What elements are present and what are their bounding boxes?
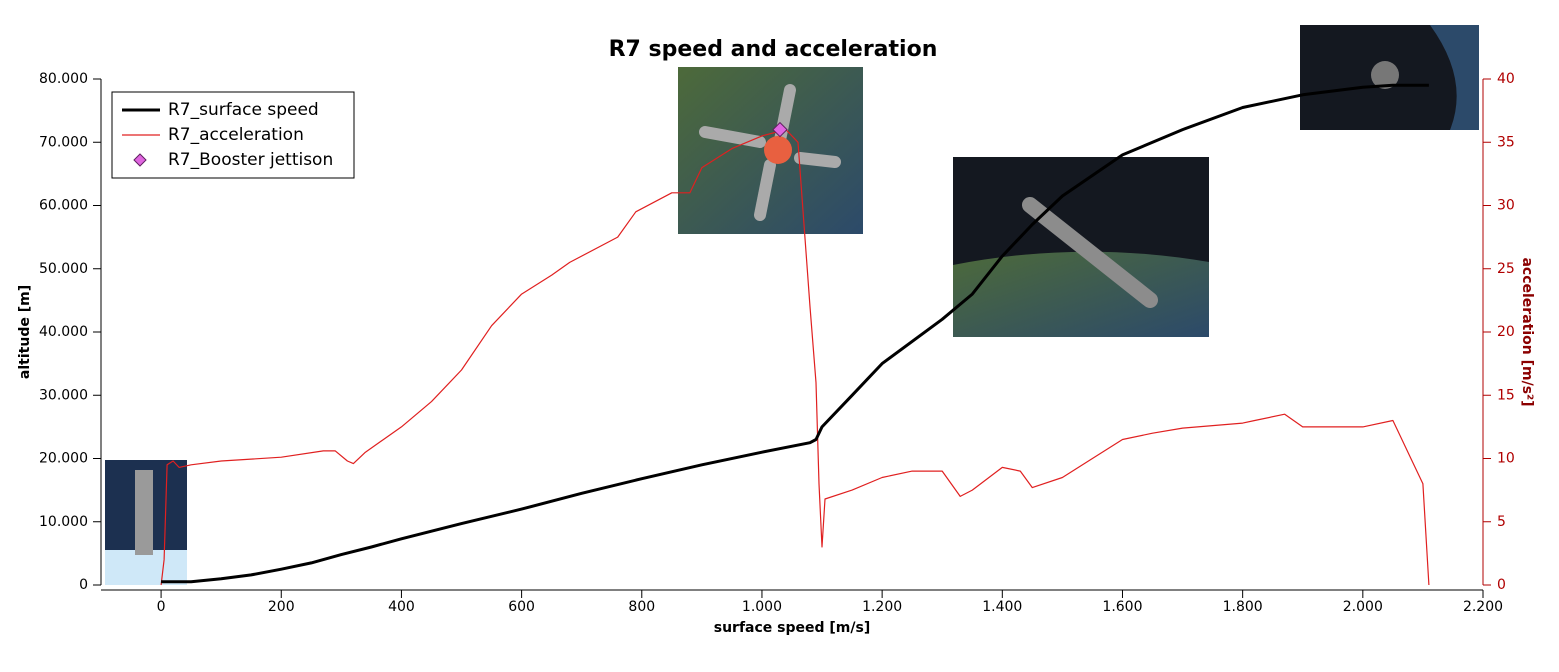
orbit-earth xyxy=(1430,25,1479,130)
x-tick-label: 200 xyxy=(268,599,295,615)
launch-rocket xyxy=(135,470,153,555)
y2-tick-label: 15 xyxy=(1497,387,1515,403)
x-tick-label: 1.800 xyxy=(1223,599,1263,615)
legend-label: R7_Booster jettison xyxy=(168,150,333,170)
y-tick-label: 20.000 xyxy=(39,451,88,467)
legend-label: R7_acceleration xyxy=(168,125,304,145)
x-tick-label: 2.000 xyxy=(1343,599,1383,615)
orbit-satellite xyxy=(1371,61,1399,89)
y2-tick-label: 10 xyxy=(1497,451,1515,467)
y-tick-label: 40.000 xyxy=(39,324,88,340)
y2-tick-label: 25 xyxy=(1497,261,1515,277)
series-line xyxy=(160,129,1430,586)
y-tick-label: 30.000 xyxy=(39,387,88,403)
ascent-earth xyxy=(953,251,1209,337)
y-tick-label: 70.000 xyxy=(39,134,88,150)
launch-smoke xyxy=(105,550,187,585)
ascent-rocket xyxy=(1022,197,1158,308)
y2-tick-label: 0 xyxy=(1497,577,1506,593)
legend: R7_surface speed R7_acceleration R7_Booste… xyxy=(111,91,355,179)
chart-title: R7 speed and acceleration xyxy=(609,37,938,62)
y-tick-label: 50.000 xyxy=(39,261,88,277)
x-tick-label: 1.600 xyxy=(1102,599,1142,615)
jettison-flash xyxy=(764,136,792,164)
y2-tick-label: 40 xyxy=(1497,71,1515,87)
x-tick-label: 0 xyxy=(157,599,166,615)
x-tick-label: 1.200 xyxy=(862,599,902,615)
y-tick-label: 10.000 xyxy=(39,514,88,530)
marker xyxy=(772,121,788,138)
series-line xyxy=(161,83,1429,584)
y-tick-label: 80.000 xyxy=(39,71,88,87)
y2-tick-label: 35 xyxy=(1497,134,1515,150)
legend-label: R7_surface speed xyxy=(168,100,319,120)
y2-tick-label: 5 xyxy=(1497,514,1506,530)
x-axis-label: surface speed [m/s] xyxy=(714,620,870,636)
y2-tick-label: 20 xyxy=(1497,324,1515,340)
x-tick-label: 600 xyxy=(508,599,535,615)
x-tick-label: 1.000 xyxy=(742,599,782,615)
y2-tick-label: 30 xyxy=(1497,198,1515,214)
y-axis-label: altitude [m] xyxy=(17,285,33,379)
y-tick-label: 0 xyxy=(79,577,88,593)
y-tick-label: 60.000 xyxy=(39,198,88,214)
x-tick-label: 800 xyxy=(628,599,655,615)
x-tick-label: 2.200 xyxy=(1463,599,1503,615)
y2-axis-label: acceleration [m/s²] xyxy=(1519,257,1535,406)
x-tick-label: 1.400 xyxy=(982,599,1022,615)
legend-swatch xyxy=(133,153,147,167)
x-tick-label: 400 xyxy=(388,599,415,615)
